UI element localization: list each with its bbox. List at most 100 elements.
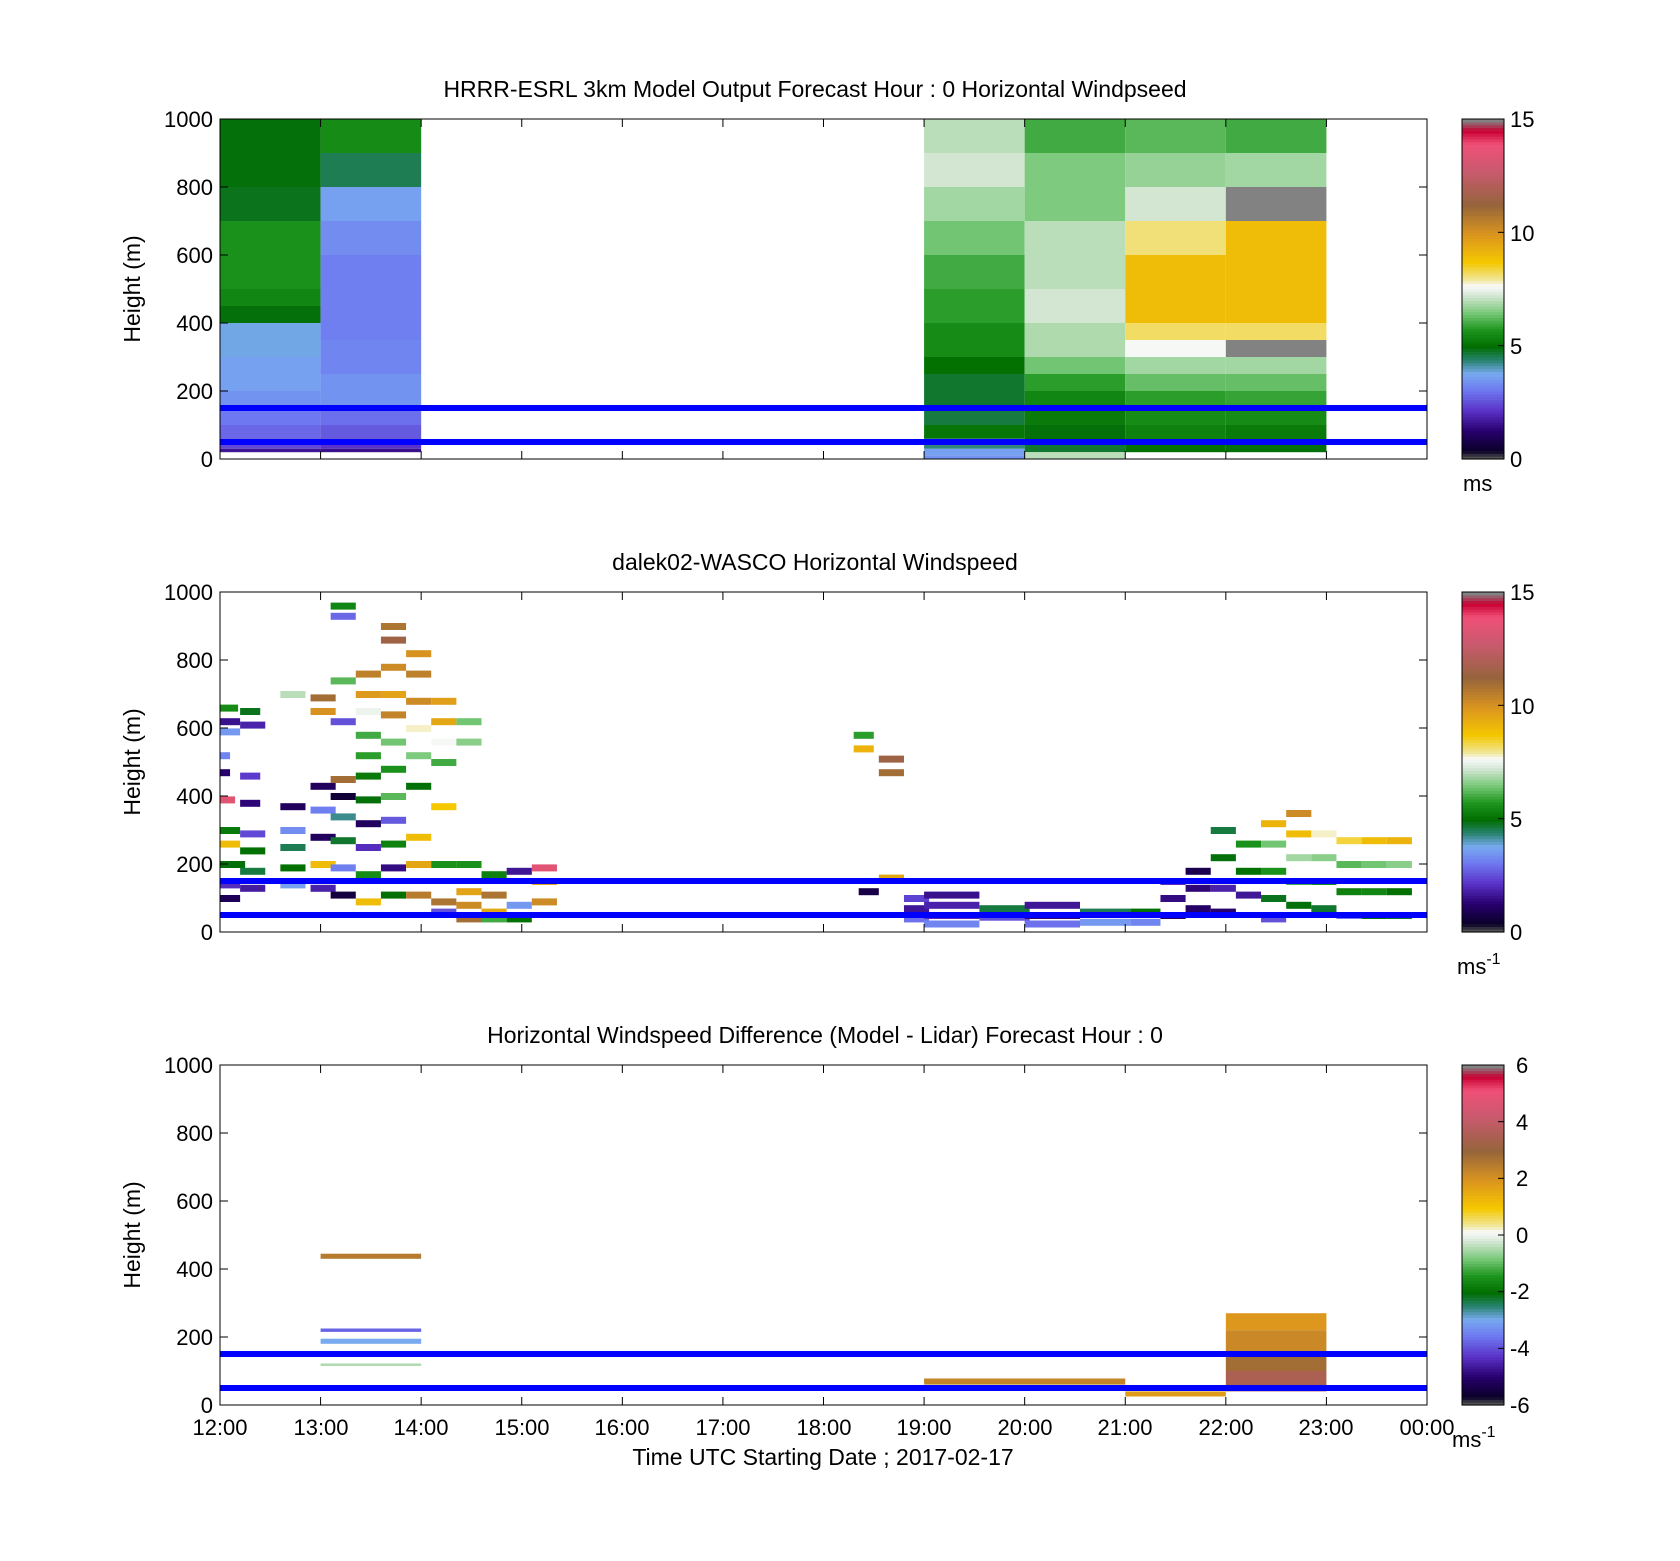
colorbar-swatch	[1462, 844, 1504, 848]
colorbar-swatch	[1462, 920, 1504, 925]
colorbar-swatch	[1462, 249, 1504, 253]
colorbar-swatch	[1462, 1294, 1504, 1298]
heatmap-cell	[406, 861, 432, 868]
heatmap-cell	[220, 119, 321, 153]
colorbar-swatch	[1462, 300, 1504, 304]
heatmap-cell	[924, 374, 1025, 408]
heatmap-cell	[431, 697, 457, 705]
heatmap-cell	[355, 898, 381, 906]
y-tick-label: 800	[176, 1121, 213, 1146]
colorbar-swatch	[1462, 1286, 1504, 1290]
colorbar-swatch	[1462, 334, 1504, 338]
colorbar-swatch	[1462, 841, 1504, 845]
x-tick-label: 17:00	[695, 1415, 750, 1440]
colorbar-swatch	[1462, 1240, 1504, 1245]
colorbar-swatch	[1462, 881, 1504, 885]
heatmap-cell	[531, 864, 557, 872]
colorbar-swatch	[1462, 212, 1504, 216]
colorbar-swatch	[1462, 136, 1504, 140]
colorbar-swatch	[1462, 286, 1504, 290]
colorbar-swatch	[1462, 1308, 1504, 1313]
heatmap-cell	[456, 861, 482, 868]
heatmap-cell	[220, 861, 246, 868]
x-tick-label: 20:00	[997, 1415, 1052, 1440]
heatmap-cell	[380, 623, 407, 630]
heatmap-cell	[1125, 255, 1226, 323]
colorbar-swatch	[1462, 628, 1504, 633]
heatmap-cell	[1024, 187, 1126, 221]
colorbar-gradient	[1462, 591, 1504, 933]
colorbar-swatch	[1462, 1215, 1504, 1219]
heatmap-cell	[406, 752, 432, 760]
heatmap-cell	[1225, 357, 1327, 374]
heatmap-cell	[280, 803, 306, 811]
colorbar-swatch	[1462, 736, 1504, 740]
colorbar-swatch	[1462, 450, 1504, 454]
colorbar-swatch	[1462, 1243, 1504, 1247]
panel-title: HRRR-ESRL 3km Model Output Forecast Hour…	[443, 76, 1186, 102]
colorbar-swatch	[1462, 1237, 1504, 1242]
colorbar-swatch	[1462, 1181, 1504, 1185]
colorbar-swatch	[1462, 728, 1504, 732]
heatmap-cell	[380, 891, 407, 899]
colorbar-swatch	[1462, 1288, 1504, 1293]
colorbar-swatch	[1462, 144, 1504, 148]
colorbar-swatch	[1462, 1116, 1504, 1120]
colorbar-swatch	[1462, 317, 1504, 321]
heatmap-cell	[924, 221, 1025, 255]
colorbar-swatch	[1462, 320, 1504, 324]
colorbar-swatch	[1462, 294, 1504, 299]
heatmap-cell	[924, 187, 1025, 221]
heatmap-cell	[220, 306, 321, 323]
colorbar-tick-label: -4	[1510, 1336, 1530, 1361]
heatmap-cell	[355, 670, 381, 678]
colorbar-swatch	[1462, 699, 1504, 704]
heatmap-cell	[280, 691, 306, 698]
heatmap-cell	[220, 391, 321, 408]
colorbar-swatch	[1462, 611, 1504, 616]
heatmap-cell	[924, 289, 1025, 323]
colorbar-swatch	[1462, 1113, 1504, 1117]
heatmap-cell	[220, 408, 321, 425]
colorbar-swatch	[1462, 359, 1504, 364]
heatmap-cell	[1225, 340, 1327, 357]
heatmap-cell	[320, 221, 422, 255]
heatmap-cell	[355, 820, 381, 828]
colorbar-swatch	[1462, 620, 1504, 624]
colorbar-swatch	[1462, 694, 1504, 698]
x-tick-label: 14:00	[393, 1415, 448, 1440]
colorbar-swatch	[1462, 1354, 1504, 1358]
colorbar-swatch	[1462, 1334, 1504, 1338]
panel-difference: Horizontal Windspeed Difference (Model -…	[119, 1022, 1530, 1470]
heatmap-cell	[330, 793, 356, 800]
colorbar-swatch	[1462, 634, 1504, 638]
heatmap-cell	[1125, 323, 1226, 340]
colorbar-swatch	[1462, 178, 1504, 182]
heatmap-cell	[310, 782, 336, 790]
colorbar-swatch	[1462, 195, 1504, 199]
y-tick-label: 1000	[164, 580, 213, 605]
colorbar-swatch	[1462, 274, 1504, 279]
heatmap-cell	[1235, 867, 1262, 875]
colorbar-swatch	[1462, 1368, 1504, 1372]
colorbar-swatch	[1462, 626, 1504, 630]
colorbar-tick-label: 0	[1510, 447, 1522, 472]
colorbar-swatch	[1462, 660, 1504, 664]
colorbar-swatch	[1462, 354, 1504, 358]
colorbar-swatch	[1462, 1099, 1504, 1103]
heatmap-cells	[320, 1253, 1327, 1397]
colorbar-swatch	[1462, 838, 1504, 842]
colorbar-swatch	[1462, 436, 1504, 440]
heatmap-cell	[1225, 391, 1327, 408]
heatmap-cell	[1261, 895, 1287, 902]
colorbar-swatch	[1462, 425, 1504, 429]
colorbar-swatch	[1462, 849, 1504, 854]
y-tick-label: 600	[176, 243, 213, 268]
colorbar-swatch	[1462, 1314, 1504, 1318]
colorbar-swatch	[1462, 365, 1504, 369]
heatmap-cell	[1210, 854, 1236, 862]
heatmap-cell	[1125, 1391, 1226, 1397]
heatmap-cell	[1225, 425, 1327, 442]
heatmap-cell	[1225, 442, 1327, 453]
colorbar-swatch	[1462, 776, 1504, 780]
